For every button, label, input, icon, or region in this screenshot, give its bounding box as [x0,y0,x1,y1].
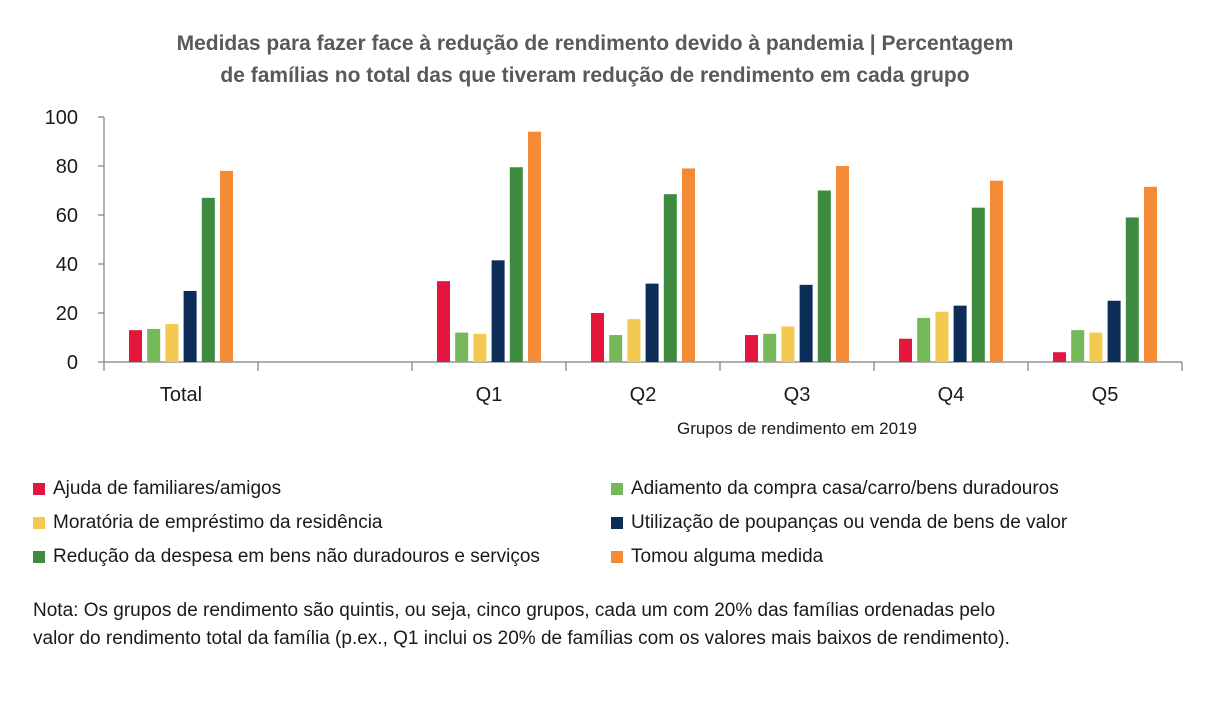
bar [917,317,931,362]
x-axis-title: Grupos de rendimento em 2019 [677,419,917,438]
bar [663,194,677,362]
bar [165,324,179,362]
bar [1071,330,1085,362]
bar [528,131,541,362]
bar [990,180,1003,362]
y-axis: 0 20 40 60 80 100 [45,107,105,374]
legend-label: Adiamento da compra casa/carro/bens dura… [631,478,1059,499]
bar [627,319,641,362]
footnote-line-2: valor do rendimento total da família (p.… [33,628,1010,649]
bar [455,332,469,362]
legend-label: Moratória de empréstimo da residência [53,512,383,533]
bar [745,335,758,362]
legend-label: Tomou alguma medida [631,546,824,567]
legend-swatch [611,517,623,529]
x-tick-label: Q1 [476,384,503,406]
bar [645,283,659,362]
bar [591,313,604,362]
y-tick-label: 20 [56,303,78,325]
bar [1144,186,1157,362]
legend-item: Moratória de empréstimo da residência [33,512,383,534]
bar [1053,352,1066,362]
bar [836,166,849,362]
bar [129,330,142,362]
chart-title: Medidas para fazer face à redução de ren… [0,28,1190,92]
chart-title-line-2: de famílias no total das que tiveram red… [220,64,970,87]
legend-swatch [33,517,45,529]
chart-title-line-1: Medidas para fazer face à redução de ren… [176,32,1014,55]
bar [220,170,233,362]
legend-label: Ajuda de familiares/amigos [53,478,282,499]
bar [799,284,813,362]
legend-swatch [33,483,45,495]
bar [1107,300,1121,362]
bar [763,333,777,362]
legend-swatch [611,551,623,563]
legend-swatch [611,483,623,495]
bar [609,335,623,362]
bar [935,311,949,362]
bar [953,305,967,362]
bar [201,197,215,362]
bar [781,326,795,362]
bar [971,207,985,362]
x-axis: Total Q1 Q2 Q3 Q4 Q5 [103,361,1183,406]
bars [129,131,1157,362]
legend-item: Ajuda de familiares/amigos [33,478,281,500]
x-tick-label: Q5 [1092,384,1119,406]
y-tick-label: 100 [45,107,78,129]
x-tick-label: Q3 [784,384,811,406]
bar [817,190,831,362]
y-tick-label: 60 [56,205,78,227]
bar [147,328,161,362]
legend-item: Utilização de poupanças ou venda de bens… [611,512,1067,534]
bar [1089,332,1103,362]
y-tick-label: 0 [67,352,78,374]
legend-item: Adiamento da compra casa/carro/bens dura… [611,478,1059,500]
bar [1125,217,1139,362]
legend-item: Redução da despesa em bens não duradouro… [33,546,540,568]
legend-label: Redução da despesa em bens não duradouro… [53,546,540,567]
y-tick-label: 80 [56,156,78,178]
bar [183,290,197,362]
x-tick-label: Q2 [630,384,657,406]
footnote-line-1: Nota: Os grupos de rendimento são quinti… [33,600,996,621]
bar [473,333,487,362]
legend-item: Tomou alguma medida [611,546,823,568]
footnote: Nota: Os grupos de rendimento são quinti… [33,597,1193,653]
bar [437,281,450,362]
legend-swatch [33,551,45,563]
bar [509,167,523,362]
x-tick-label: Q4 [938,384,965,406]
bar [682,168,695,362]
bar-chart: 0 20 40 60 80 100 Total Q1 Q2 Q3 Q4 Q5 Grupos de r… [45,107,1183,438]
y-tick-label: 40 [56,254,78,276]
bar [899,338,912,362]
bar [491,260,505,362]
legend-label: Utilização de poupanças ou venda de bens… [631,512,1068,533]
x-tick-label: Total [160,384,202,406]
